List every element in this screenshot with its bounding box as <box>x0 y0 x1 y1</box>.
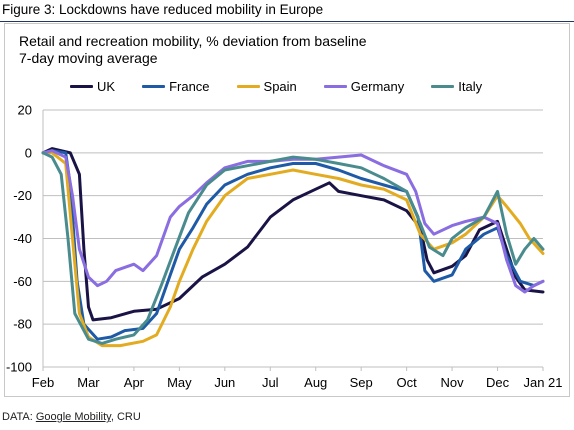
legend-swatch-france <box>142 84 166 88</box>
y-tick-label: -100 <box>6 360 32 375</box>
x-tick-label: Feb <box>32 375 54 390</box>
x-tick-label: Oct <box>397 375 418 390</box>
legend-label-uk: UK <box>97 78 116 94</box>
source-suffix: , CRU <box>110 411 141 423</box>
series-line-italy <box>41 151 545 345</box>
title-rule <box>0 21 574 22</box>
x-tick-label: Sep <box>350 375 373 390</box>
chart-title: Retail and recreation mobility, % deviat… <box>19 33 367 49</box>
legend-label-germany: Germany <box>350 78 405 94</box>
series-line-uk <box>41 147 545 322</box>
legend-item-germany: Germany <box>323 78 405 94</box>
chart-legend: UK France Spain Germany Italy <box>70 78 509 94</box>
x-tick-label: Jun <box>214 375 235 390</box>
series-line-france <box>41 149 545 341</box>
y-tick-label: -20 <box>13 188 32 203</box>
x-tick-label: Apr <box>124 375 145 390</box>
legend-label-france: France <box>169 78 210 94</box>
y-tick-label: 0 <box>25 145 32 160</box>
x-tick-label: Dec <box>486 375 510 390</box>
x-tick-label: Jul <box>262 375 279 390</box>
x-tick-label: Nov <box>441 375 465 390</box>
series-line-germany <box>41 149 545 294</box>
legend-item-uk: UK <box>70 79 115 94</box>
legend-item-italy: Italy <box>431 79 482 94</box>
x-tick-label: May <box>167 375 192 390</box>
legend-swatch-germany <box>323 84 347 88</box>
legend-item-france: France <box>142 78 210 94</box>
chart-subtitle: 7-day moving average <box>19 50 158 66</box>
y-tick-label: -80 <box>13 317 32 332</box>
legend-swatch-spain <box>236 84 260 88</box>
google-mobility-link[interactable]: Google Mobility <box>35 411 111 423</box>
y-tick-label: -60 <box>13 274 32 289</box>
figure-title: Figure 3: Lockdowns have reduced mobilit… <box>2 2 324 17</box>
x-tick-label: Mar <box>77 375 100 390</box>
legend-swatch-uk <box>70 84 93 88</box>
x-tick-label: Aug <box>304 375 327 390</box>
legend-label-spain: Spain <box>263 78 297 94</box>
y-tick-label: 20 <box>18 103 32 118</box>
y-tick-label: -40 <box>13 231 32 246</box>
source-note: DATA: Google Mobility, CRU <box>2 411 141 423</box>
legend-item-spain: Spain <box>236 78 297 94</box>
chart-frame <box>4 23 570 397</box>
legend-label-italy: Italy <box>458 78 483 94</box>
x-tick-label: Jan 21 <box>523 375 562 390</box>
source-prefix: DATA: <box>2 411 36 423</box>
legend-swatch-italy <box>431 84 455 88</box>
